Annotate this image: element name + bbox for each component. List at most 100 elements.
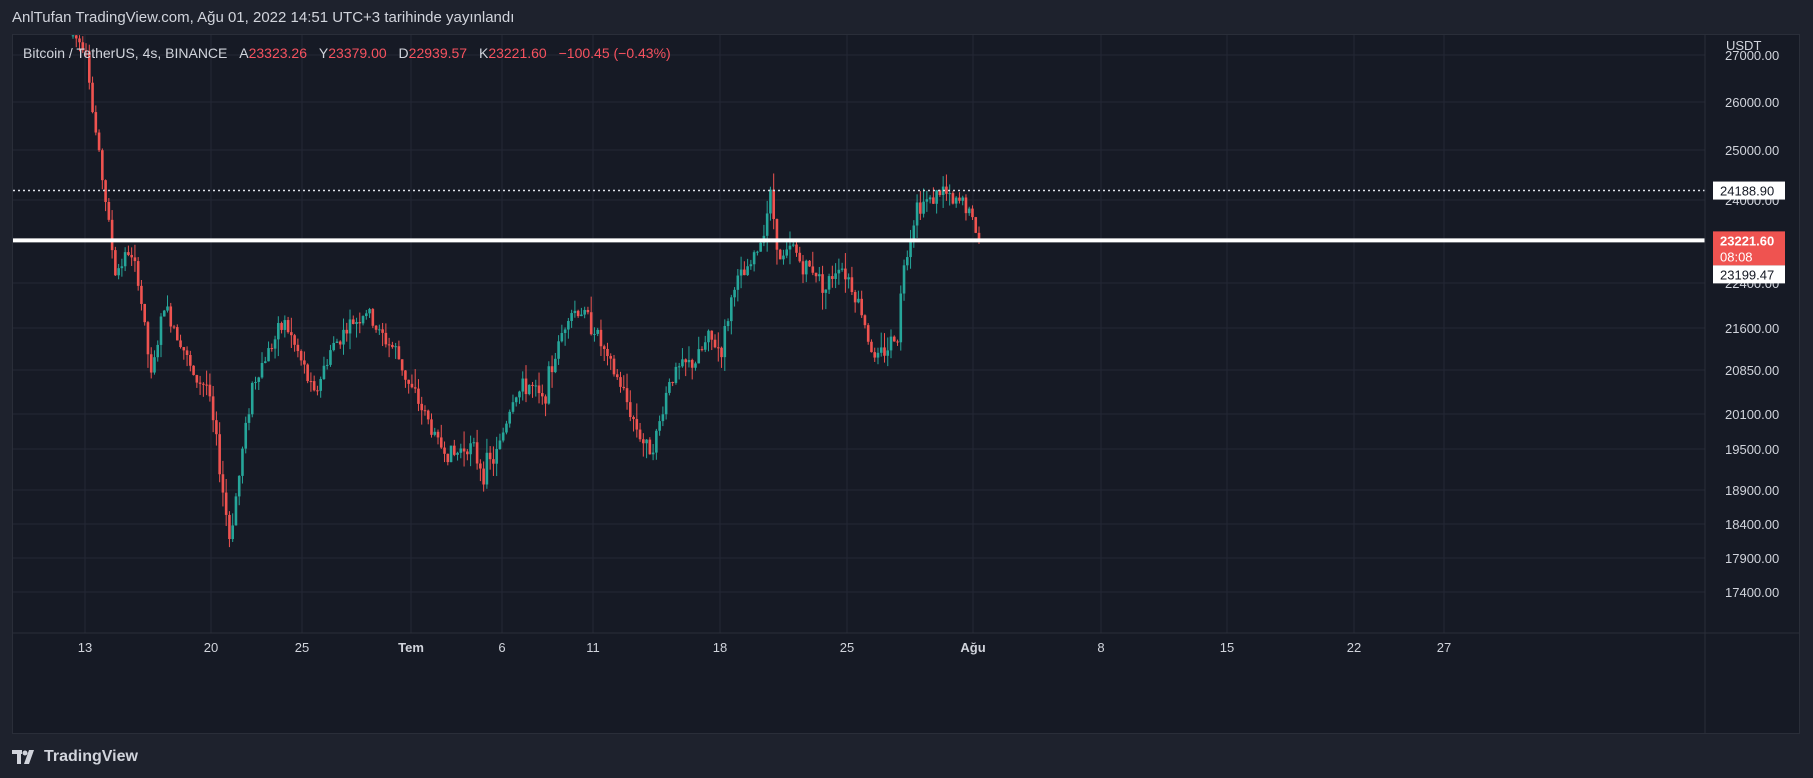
candle-body <box>143 303 146 323</box>
candle-body <box>306 364 309 382</box>
badge-24188 <box>1713 181 1785 200</box>
candle-body <box>550 366 554 373</box>
candle-body <box>391 344 394 348</box>
candle-body <box>195 375 199 383</box>
candle-body <box>430 419 433 435</box>
candle-body <box>485 452 489 485</box>
candle-body <box>488 452 492 460</box>
candle-body <box>394 346 397 348</box>
candle-body <box>808 260 811 267</box>
candle-body <box>511 402 515 412</box>
candle-body <box>831 276 834 279</box>
candle-body <box>397 346 401 360</box>
candle-body <box>583 309 586 315</box>
candle-body <box>580 314 583 317</box>
candle-body <box>599 329 603 347</box>
candle-body <box>325 364 329 366</box>
candle-body <box>250 382 254 415</box>
candle-body <box>713 339 717 348</box>
low-label: D <box>398 45 409 61</box>
candle-body <box>149 354 153 373</box>
candle-body <box>857 298 860 303</box>
candle-body <box>202 383 205 385</box>
candle-body <box>263 361 267 363</box>
low-value: 22939.57 <box>408 45 468 61</box>
candle-body <box>342 329 345 345</box>
candle-body <box>316 390 319 392</box>
candle-body <box>661 414 665 422</box>
candle-body <box>277 323 280 340</box>
candle-body <box>413 387 417 389</box>
candle-body <box>94 112 98 133</box>
candle-body <box>211 396 215 421</box>
candle-body <box>257 377 261 382</box>
chart-pane[interactable]: USDT 27000.00 26000.00 25000.00 24000.00 2240… <box>12 34 1800 734</box>
candle-body <box>501 432 505 441</box>
candle-body <box>123 252 127 267</box>
candle-body <box>114 250 117 276</box>
candle-body <box>818 274 821 277</box>
candle-body <box>182 347 186 351</box>
candle-body <box>140 285 143 304</box>
candle-body <box>456 452 459 455</box>
candle-body <box>964 197 968 214</box>
time-tick-label: 25 <box>295 640 309 655</box>
candle-body <box>179 340 182 348</box>
candle-body <box>146 322 150 355</box>
candle-body <box>417 388 420 404</box>
candle-body <box>655 430 658 453</box>
symbol-name: Bitcoin / TetherUS, 4s, BINANCE <box>23 45 228 61</box>
candle-body <box>153 357 156 373</box>
price-tick-label: 18900.00 <box>1725 483 1779 498</box>
candle-body <box>954 197 958 204</box>
candle-body <box>609 356 613 359</box>
candle-body <box>899 293 903 343</box>
candle-body <box>290 332 293 336</box>
time-tick-label: 6 <box>498 640 505 655</box>
candle-body <box>589 312 593 335</box>
candle-body <box>355 322 358 324</box>
candle-body <box>270 348 274 350</box>
candle-body <box>615 374 619 378</box>
candle-body <box>785 249 789 256</box>
price-tick-label: 17400.00 <box>1725 585 1779 600</box>
candle-body <box>668 382 671 393</box>
time-tick-label: 8 <box>1097 640 1104 655</box>
candle-body <box>498 440 502 449</box>
candle-body <box>537 385 541 394</box>
candle-body <box>821 274 824 293</box>
candle-body <box>765 213 769 236</box>
time-tick-label: 22 <box>1347 640 1361 655</box>
candle-body <box>977 232 981 241</box>
price-tick-label: 17900.00 <box>1725 551 1779 566</box>
candle-body <box>567 320 570 330</box>
candle-body <box>674 366 678 383</box>
candle-body <box>547 366 551 404</box>
candle-body <box>788 245 792 250</box>
candle-body <box>446 453 450 463</box>
candle-body <box>664 392 668 415</box>
candle-body <box>720 347 723 358</box>
candle-body <box>948 193 951 195</box>
candle-body <box>84 50 88 52</box>
candle-body <box>684 359 687 363</box>
candle-body <box>162 310 166 317</box>
candle-body <box>863 315 867 326</box>
candle-body <box>192 365 195 376</box>
open-value: 23323.26 <box>248 45 308 61</box>
candle-body <box>254 381 257 383</box>
candle-body <box>443 447 446 454</box>
candle-body <box>935 190 938 204</box>
tradingview-footer[interactable]: TradingView <box>12 745 138 769</box>
candle-body <box>824 289 828 293</box>
candlestick-chart[interactable]: USDT27000.0026000.0025000.0024000.002240… <box>13 35 1800 734</box>
candle-body <box>681 359 684 367</box>
candle-body <box>716 347 720 349</box>
candle-body <box>560 333 564 342</box>
candle-body <box>801 261 805 275</box>
candle-body <box>860 298 863 316</box>
candle-body <box>521 378 525 392</box>
candle-body <box>782 255 785 260</box>
candle-body <box>974 217 978 233</box>
candle-body <box>628 402 632 418</box>
